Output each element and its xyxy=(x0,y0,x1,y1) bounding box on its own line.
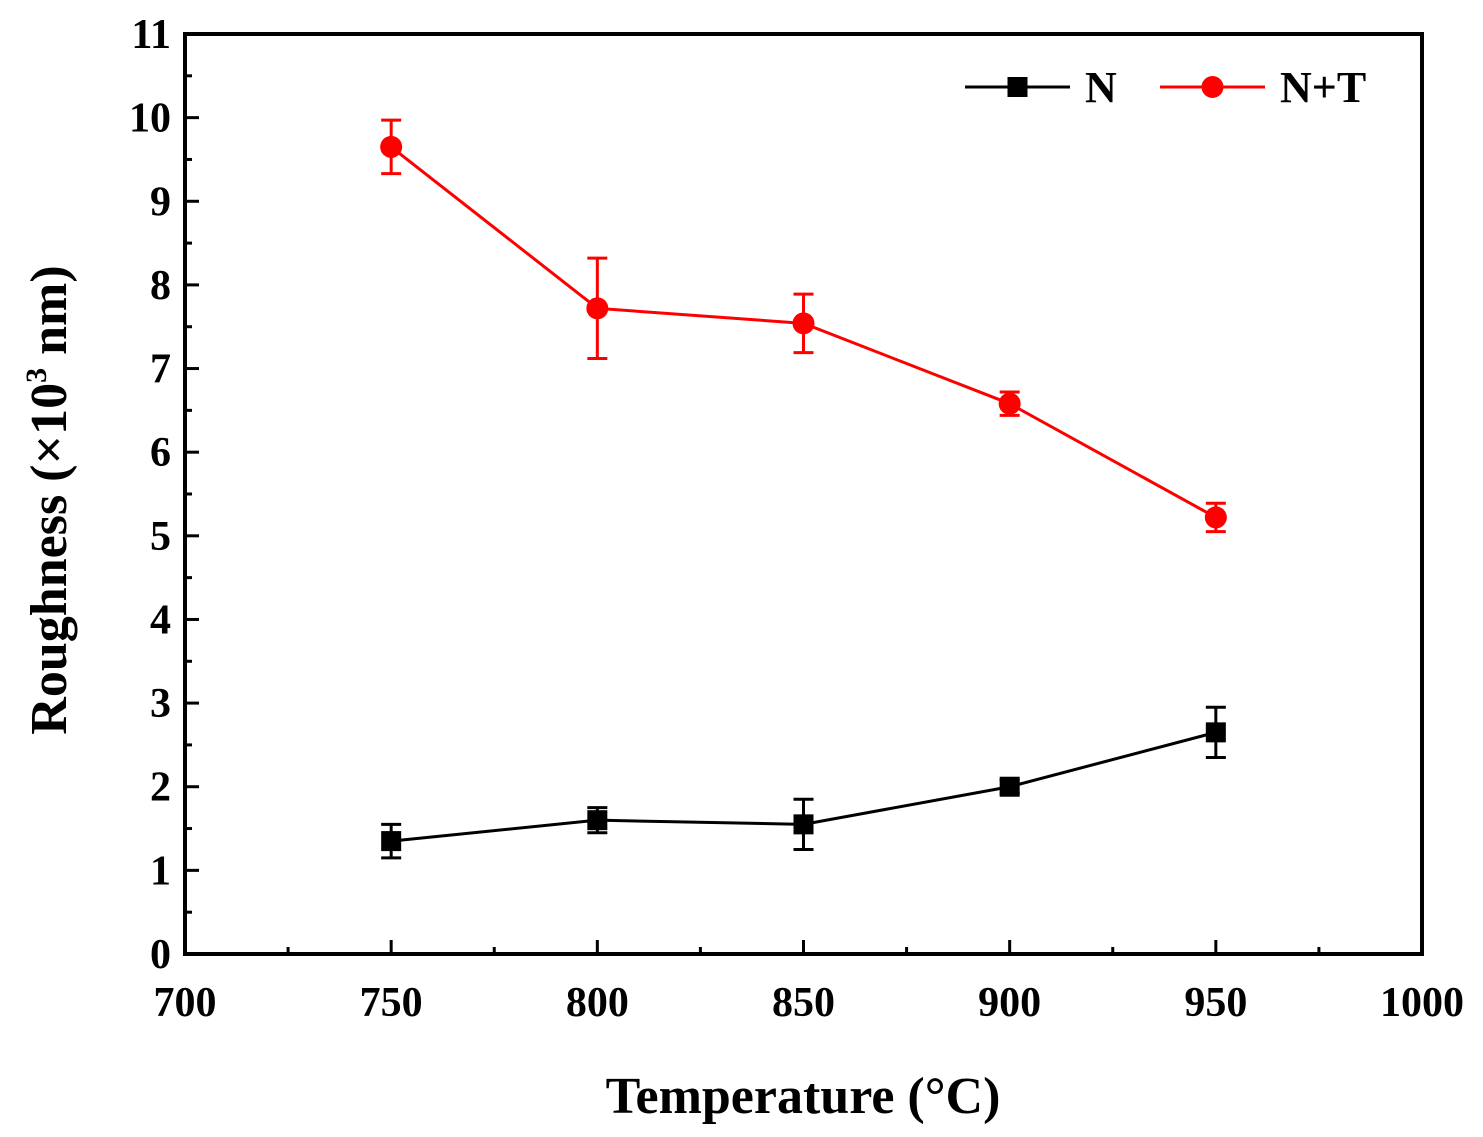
y-axis-title-exponent: 3 xyxy=(20,368,53,383)
y-tick-label: 0 xyxy=(150,932,171,978)
x-tick-label: 800 xyxy=(566,980,629,1026)
data-point xyxy=(792,312,815,335)
x-tick-label: 1000 xyxy=(1380,980,1464,1026)
y-tick-label: 1 xyxy=(150,848,171,894)
data-point xyxy=(586,297,609,320)
legend-item-n: N xyxy=(965,63,1117,112)
y-tick-label: 9 xyxy=(150,179,171,225)
y-axis-title: Roughness (×103 nm) xyxy=(20,265,78,734)
y-tick-label: 7 xyxy=(150,347,171,393)
series-n-t xyxy=(380,118,1227,534)
legend-label: N xyxy=(1085,63,1117,112)
x-axis-title: Temperature (°C) xyxy=(606,1068,1001,1125)
x-tick-label: 950 xyxy=(1184,980,1247,1026)
data-point xyxy=(381,831,402,852)
x-tick-label: 750 xyxy=(360,980,423,1026)
data-point xyxy=(1204,506,1227,529)
y-tick-label: 6 xyxy=(150,430,171,476)
x-tick-label: 900 xyxy=(978,980,1041,1026)
data-point xyxy=(999,776,1020,797)
y-tick-label: 5 xyxy=(150,514,171,560)
data-point xyxy=(380,135,403,158)
y-tick-label: 2 xyxy=(150,765,171,811)
plot-frame xyxy=(183,32,1424,956)
y-tick-label: 8 xyxy=(150,263,171,309)
legend-item-n-t: N+T xyxy=(1160,63,1366,112)
series-n xyxy=(381,705,1226,860)
x-tick-label: 850 xyxy=(772,980,835,1026)
x-tick-labels: 700 750 800 850 900 950 1000 xyxy=(154,980,1465,1026)
data-point xyxy=(793,814,814,835)
y-tick-labels: 0 1 2 3 4 5 6 7 8 9 10 11 xyxy=(129,12,171,978)
y-tick-label: 4 xyxy=(150,597,171,643)
y-tick-label: 3 xyxy=(150,681,171,727)
legend-label: N+T xyxy=(1280,63,1366,112)
y-axis-title-suffix: nm) xyxy=(21,265,78,368)
legend-marker xyxy=(1201,76,1224,98)
y-axis-title-prefix: Roughness (×10 xyxy=(21,383,78,735)
data-series xyxy=(380,118,1227,860)
data-point xyxy=(998,392,1021,415)
data-point xyxy=(1205,722,1226,743)
x-tick-label: 700 xyxy=(154,980,217,1026)
y-tick-label: 11 xyxy=(131,12,171,58)
y-tick-label: 10 xyxy=(129,96,171,142)
legend-marker xyxy=(1007,77,1028,97)
legend: N N+T xyxy=(965,63,1366,112)
data-point xyxy=(587,810,608,831)
